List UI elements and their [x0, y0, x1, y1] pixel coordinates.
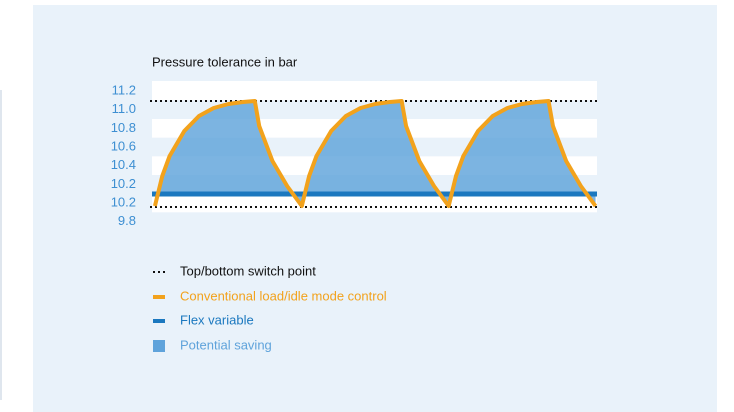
y-tick-label: 11.0 [112, 101, 136, 116]
y-tick-label: 9.8 [118, 213, 136, 228]
legend-label: Conventional load/idle mode control [180, 288, 387, 303]
y-tick-label: 10.2 [111, 194, 136, 209]
y-tick-label: 10.4 [111, 157, 136, 172]
side-edge [0, 90, 2, 400]
y-tick-label: 10.8 [111, 120, 136, 135]
legend-swatch [153, 295, 165, 299]
y-tick-label: 11.2 [112, 82, 136, 97]
legend-swatch [153, 340, 165, 352]
conventional-line [152, 99, 598, 208]
legend-label: Flex variable [180, 312, 254, 327]
y-tick-label: 10.6 [111, 138, 136, 153]
saving-area [154, 101, 596, 206]
chart-title: Pressure tolerance in bar [152, 54, 298, 69]
legend-swatch [153, 319, 165, 323]
legend-label: Potential saving [180, 337, 272, 352]
y-tick-label: 10.2 [111, 176, 136, 191]
stripe [152, 212, 597, 231]
legend-label: Top/bottom switch point [180, 263, 316, 278]
